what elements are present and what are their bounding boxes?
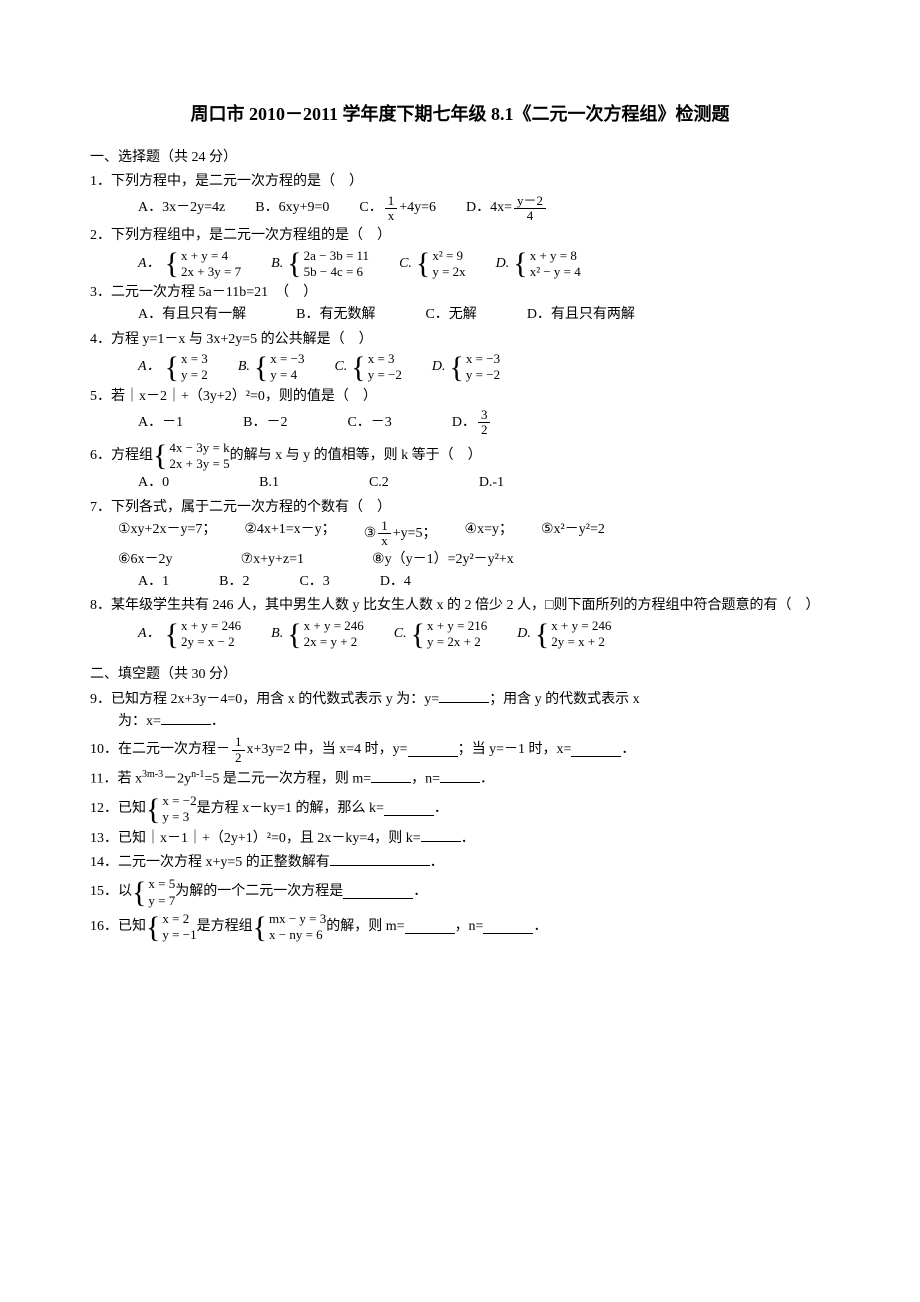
q7-item-3: ③ 1x +y=5； — [364, 519, 437, 549]
q3-opt-b: B．有无数解 — [296, 304, 375, 326]
question-9: 9．已知方程 2x+3y－4=0，用含 x 的代数式表示 y 为：y=；用含 y… — [90, 689, 830, 734]
q4-opt-a: A． {x = 3y = 2 — [138, 351, 208, 384]
section-2-heading: 二、填空题（共 30 分） — [90, 664, 830, 686]
q2-text: 2．下列方程组中，是二元一次方程组的是（ ） — [90, 225, 830, 247]
section-1-heading: 一、选择题（共 24 分） — [90, 147, 830, 169]
question-11: 11．若 x3m-3－2yn-1=5 是二元一次方程，则 m=，n=． — [90, 767, 830, 791]
q7-opt-c: C．3 — [299, 571, 329, 593]
q1-opt-d: D．4x= y－2 4 — [466, 194, 548, 224]
q7-item-8: ⑧y（y－1）=2y²－y²+x — [372, 549, 514, 571]
question-2: 2．下列方程组中，是二元一次方程组的是（ ） A． {x + y = 42x +… — [90, 225, 830, 280]
q6-pre: 6．方程组 — [90, 445, 153, 467]
question-15: 15．以 {x = 5y = 7 为解的一个二元一次方程是． — [90, 876, 830, 909]
q3-opt-a: A．有且只有一解 — [138, 304, 246, 326]
q2-opt-a: A． {x + y = 42x + 3y = 7 — [138, 248, 241, 281]
blank — [161, 711, 211, 725]
q7-item-2: ②4x+1=x－y； — [244, 519, 335, 549]
blank — [483, 920, 533, 934]
q4-opt-c: C. {x = 3y = −2 — [334, 351, 401, 384]
fraction: y－2 4 — [514, 194, 546, 224]
q8-opt-c: C. {x + y = 216y = 2x + 2 — [394, 618, 487, 651]
q1-opt-c: C． 1 x +4y=6 — [359, 194, 436, 224]
question-12: 12．已知 {x = −2y = 3 是方程 x－ky=1 的解，那么 k=． — [90, 793, 830, 826]
question-10: 10．在二元一次方程－ 12 x+3y=2 中，当 x=4 时，y= ；当 y=… — [90, 735, 830, 765]
blank — [440, 769, 480, 783]
q5-opt-b: B．－2 — [243, 412, 287, 434]
q1-opt-b: B．6xy+9=0 — [255, 197, 329, 219]
q4-opt-d: D. {x = −3y = −2 — [432, 351, 500, 384]
q7-item-6: ⑥6x－2y — [118, 549, 173, 571]
q7-item-4: ④x=y； — [465, 519, 513, 549]
page-title: 周口市 2010－2011 学年度下期七年级 8.1《二元一次方程组》检测题 — [90, 100, 830, 129]
question-1: 1．下列方程中，是二元一次方程的是（ ） A．3x－2y=4z B．6xy+9=… — [90, 171, 830, 223]
q7-item-7: ⑦x+y+z=1 — [241, 549, 304, 571]
q3-text: 3．二元一次方程 5a－11b=21 （ ） — [90, 282, 830, 304]
q1-opt-a: A．3x－2y=4z — [138, 197, 225, 219]
q7-opt-b: B．2 — [219, 571, 249, 593]
q7-opt-a: A．1 — [138, 571, 169, 593]
q2-opt-b: B. {2a − 3b = 115b − 4c = 6 — [271, 248, 369, 281]
q4-opt-b: B. {x = −3y = 4 — [238, 351, 305, 384]
q2-opt-c: C. {x² = 9y = 2x — [399, 248, 466, 281]
q4-text: 4．方程 y=1－x 与 3x+2y=5 的公共解是（ ） — [90, 329, 830, 351]
q6-opt-a: A．0 — [138, 472, 169, 494]
blank — [421, 828, 461, 842]
q1-text: 1．下列方程中，是二元一次方程的是（ ） — [90, 171, 830, 193]
question-4: 4．方程 y=1－x 与 3x+2y=5 的公共解是（ ） A． {x = 3y… — [90, 329, 830, 384]
question-16: 16．已知 {x = 2y = −1 是方程组 {mx − y = 3x − n… — [90, 911, 830, 944]
q5-text: 5．若｜x－2｜+（3y+2）²=0，则的值是（ ） — [90, 386, 830, 408]
blank — [330, 852, 430, 866]
q6-opt-b: B.1 — [259, 472, 279, 494]
q8-text: 8．某年级学生共有 246 人，其中男生人数 y 比女生人数 x 的 2 倍少 … — [90, 595, 830, 617]
q3-opt-c: C．无解 — [425, 304, 476, 326]
q6-opt-d: D.-1 — [479, 472, 504, 494]
q2-opt-d: D. {x + y = 8x² − y = 4 — [496, 248, 581, 281]
blank — [405, 920, 455, 934]
q5-opt-d: D． 32 — [452, 408, 493, 438]
q7-text: 7．下列各式，属于二元一次方程的个数有（ ） — [90, 497, 830, 519]
blank — [408, 743, 458, 757]
question-8: 8．某年级学生共有 246 人，其中男生人数 y 比女生人数 x 的 2 倍少 … — [90, 595, 830, 650]
blank — [371, 769, 411, 783]
blank — [384, 803, 434, 817]
q3-opt-d: D．有且只有两解 — [527, 304, 635, 326]
blank — [571, 743, 621, 757]
question-7: 7．下列各式，属于二元一次方程的个数有（ ） ①xy+2x－y=7； ②4x+1… — [90, 497, 830, 594]
question-14: 14．二元一次方程 x+y=5 的正整数解有． — [90, 852, 830, 874]
question-5: 5．若｜x－2｜+（3y+2）²=0，则的值是（ ） A．－1 B．－2 C．－… — [90, 386, 830, 438]
q8-opt-d: D. {x + y = 2462y = x + 2 — [517, 618, 611, 651]
blank — [439, 689, 489, 703]
q7-item-5: ⑤x²－y²=2 — [541, 519, 605, 549]
fraction: 1 x — [385, 194, 398, 224]
q6-opt-c: C.2 — [369, 472, 389, 494]
q8-opt-b: B. {x + y = 2462x = y + 2 — [271, 618, 364, 651]
q6-post: 的解与 x 与 y 的值相等，则 k 等于（ ） — [230, 445, 482, 467]
q7-opt-d: D．4 — [380, 571, 411, 593]
question-13: 13．已知｜x－1｜+（2y+1）²=0，且 2x－ky=4，则 k=． — [90, 828, 830, 850]
question-6: 6．方程组 {4x − 3y = k2x + 3y = 5 的解与 x 与 y … — [90, 440, 830, 495]
q5-opt-c: C．－3 — [347, 412, 391, 434]
q8-opt-a: A． {x + y = 2462y = x − 2 — [138, 618, 241, 651]
question-3: 3．二元一次方程 5a－11b=21 （ ） A．有且只有一解 B．有无数解 C… — [90, 282, 830, 327]
q7-item-1: ①xy+2x－y=7； — [118, 519, 216, 549]
q6-system: {4x − 3y = k2x + 3y = 5 — [153, 440, 230, 473]
q5-opt-a: A．－1 — [138, 412, 183, 434]
blank — [343, 886, 413, 900]
